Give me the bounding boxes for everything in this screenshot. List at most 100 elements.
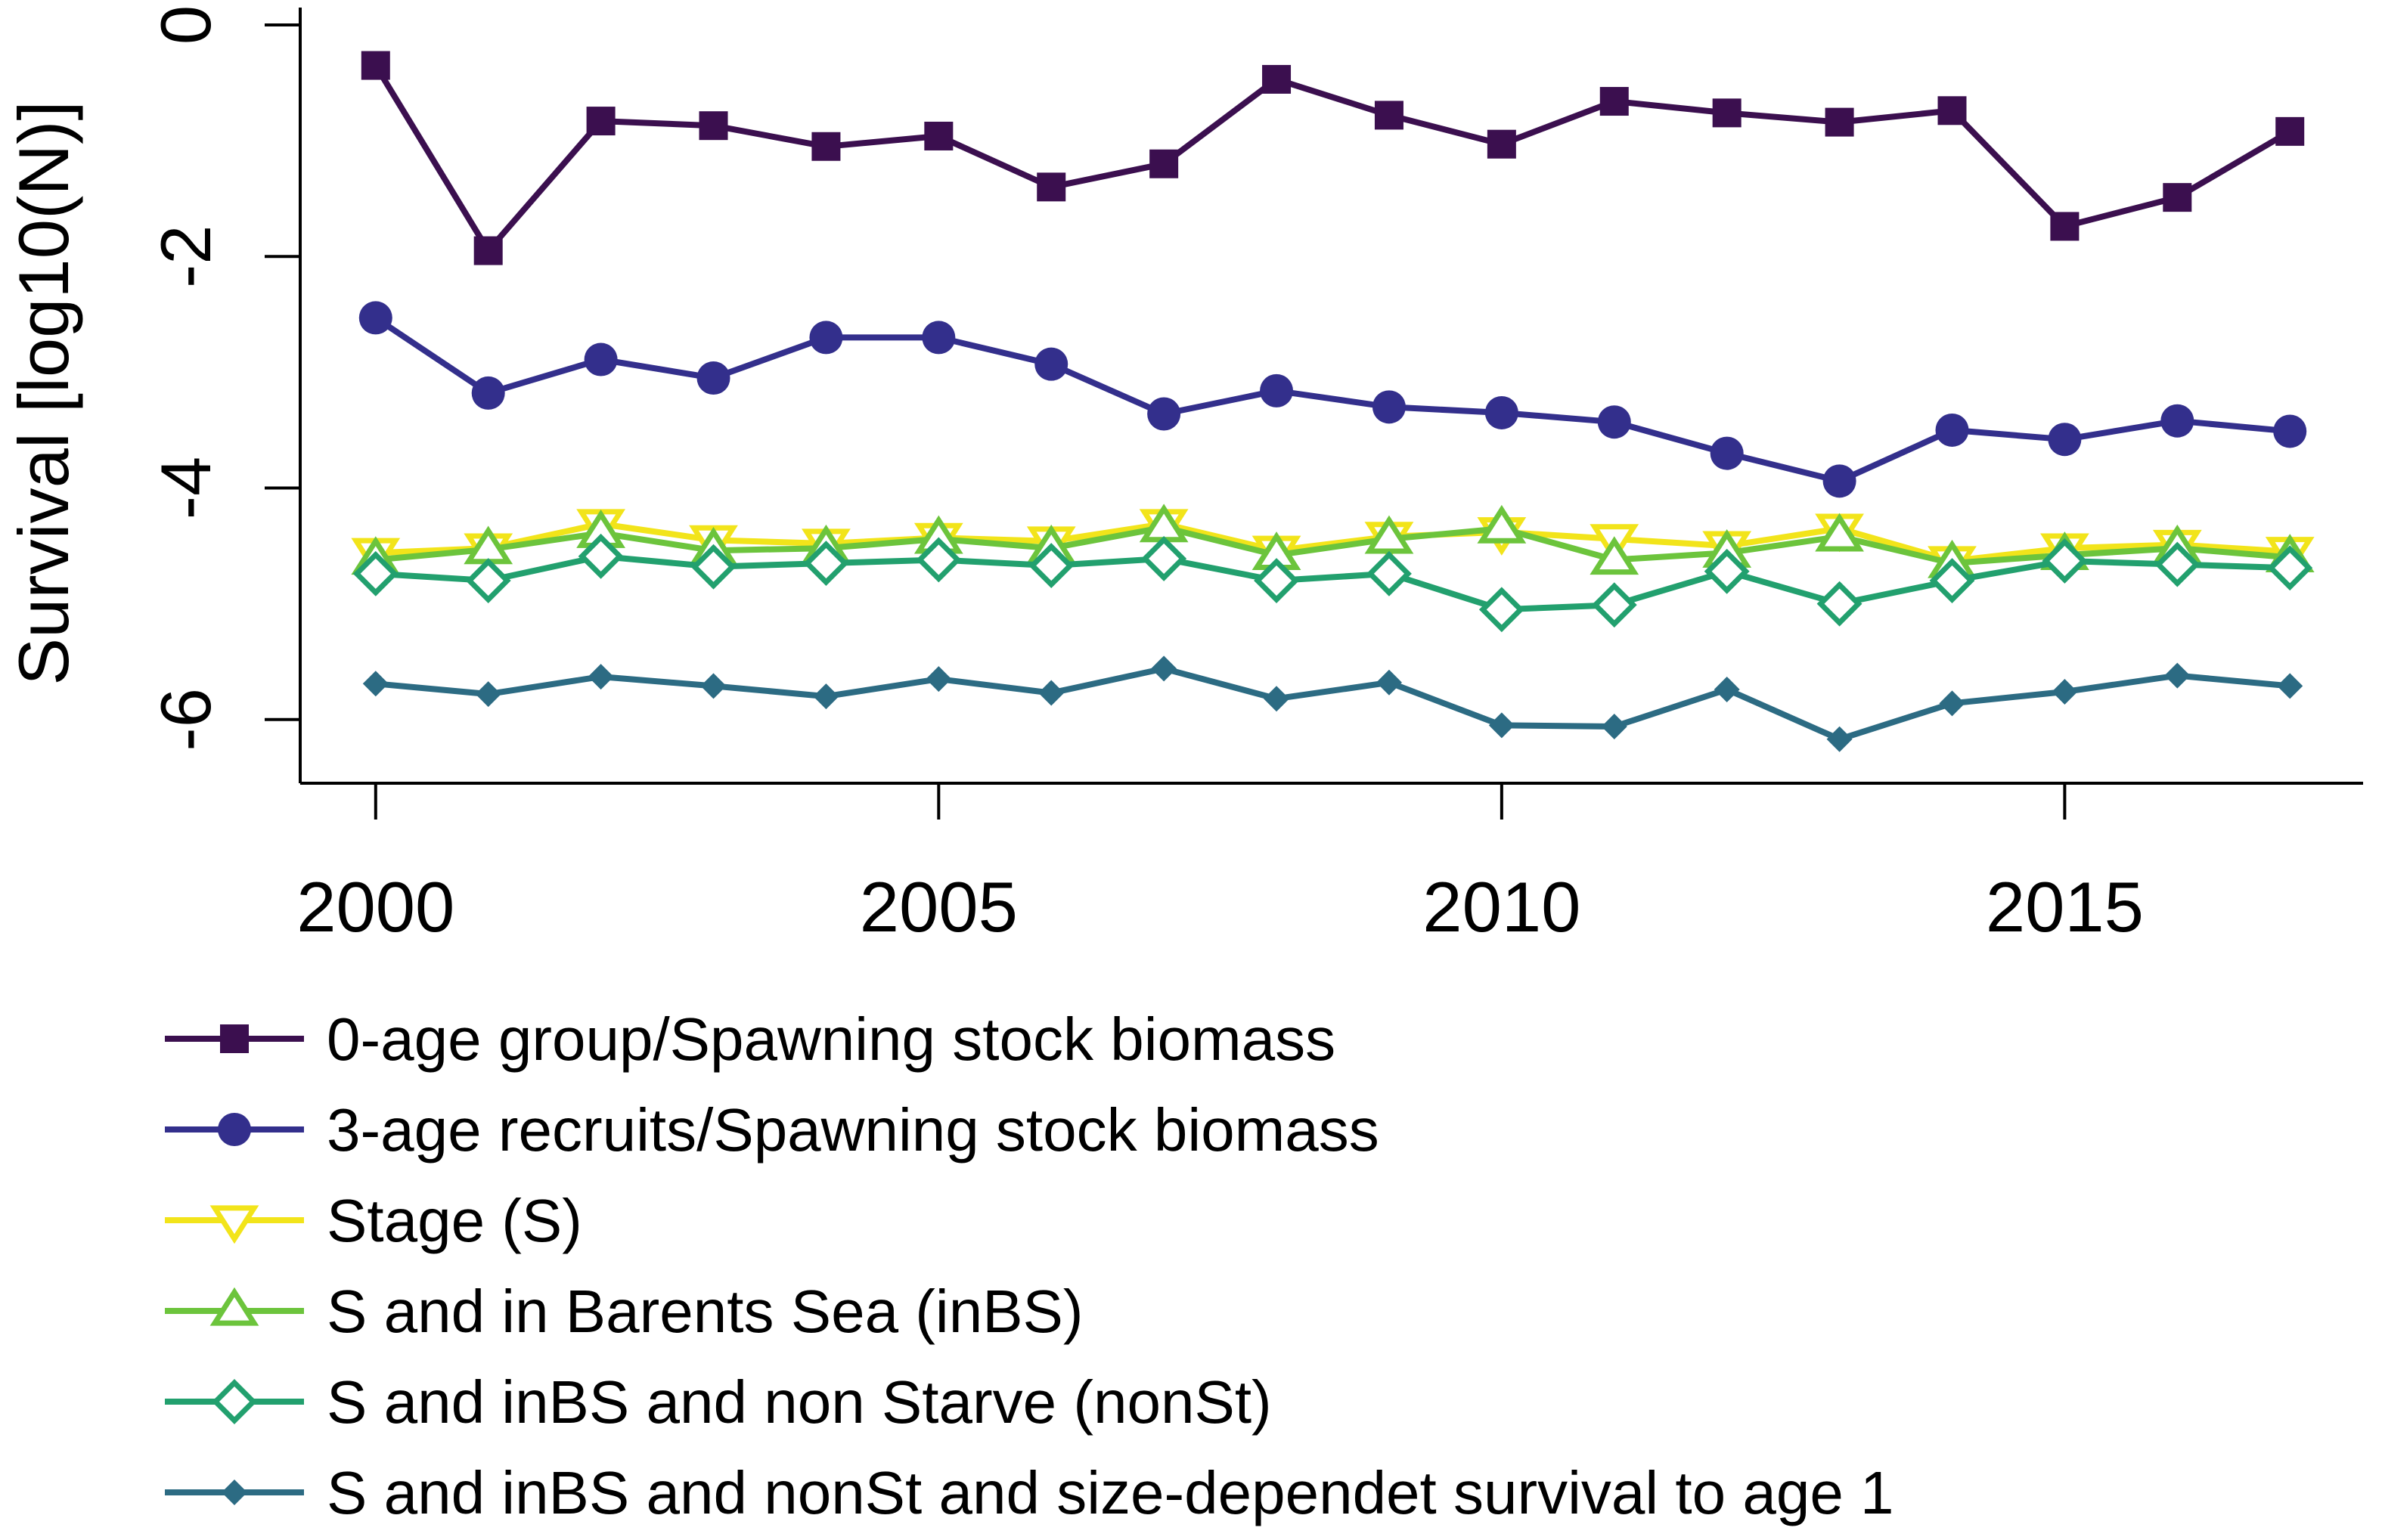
data-point bbox=[699, 111, 728, 141]
data-point bbox=[1478, 587, 1524, 633]
y-tick-label: -6 bbox=[146, 688, 225, 751]
data-point bbox=[1151, 655, 1177, 682]
data-point bbox=[1366, 550, 1412, 596]
series-1 bbox=[361, 51, 2305, 265]
legend-label: Stage (S) bbox=[327, 1187, 582, 1254]
data-point bbox=[1929, 558, 1975, 603]
data-point bbox=[1712, 98, 1742, 128]
data-point bbox=[578, 533, 624, 579]
data-point bbox=[1141, 535, 1187, 581]
legend-entry: 3-age recruits/Spawning stock biomass bbox=[165, 1096, 1379, 1164]
y-tick-label: -2 bbox=[146, 225, 225, 288]
x-ticks: 2000 2005 2010 2015 bbox=[296, 783, 2144, 947]
data-point bbox=[465, 558, 511, 603]
legend-entry: S and in Barents Sea (inBS) bbox=[165, 1278, 1084, 1345]
legend-entry: 0-age group/Spawning stock biomass bbox=[165, 1005, 1335, 1073]
series-line bbox=[372, 521, 2294, 564]
data-point bbox=[1038, 680, 1065, 706]
data-point bbox=[696, 361, 730, 395]
series-line bbox=[372, 315, 2294, 485]
data-point bbox=[362, 671, 389, 697]
data-point bbox=[588, 664, 614, 690]
data-point bbox=[1937, 96, 1967, 125]
data-point bbox=[1599, 87, 1629, 116]
data-point bbox=[1597, 405, 1631, 439]
data-point bbox=[700, 673, 727, 699]
legend-entry: Stage (S) bbox=[165, 1187, 582, 1254]
data-point bbox=[2050, 212, 2080, 241]
diamond-open-marker bbox=[212, 1379, 257, 1424]
y-tick-label: -4 bbox=[146, 457, 225, 520]
data-point bbox=[926, 666, 952, 693]
data-point bbox=[1147, 397, 1181, 431]
square-marker bbox=[220, 1024, 249, 1053]
data-point bbox=[2163, 183, 2192, 212]
data-point bbox=[584, 342, 618, 376]
data-point bbox=[2164, 662, 2191, 689]
data-point bbox=[1487, 129, 1516, 159]
data-point bbox=[473, 236, 503, 265]
data-point bbox=[1262, 64, 1292, 94]
data-point bbox=[2160, 404, 2194, 438]
legend-label: 0-age group/Spawning stock biomass bbox=[327, 1005, 1335, 1073]
data-point bbox=[1935, 413, 1969, 447]
data-point bbox=[916, 537, 962, 583]
series-2 bbox=[358, 301, 2307, 498]
data-point bbox=[358, 301, 392, 335]
legend-label: 3-age recruits/Spawning stock biomass bbox=[327, 1096, 1379, 1164]
data-point bbox=[1488, 712, 1515, 739]
data-point bbox=[809, 321, 843, 355]
data-point bbox=[1825, 107, 1854, 137]
data-point bbox=[475, 681, 501, 708]
x-tick-label: 2010 bbox=[1422, 867, 1580, 947]
data-point bbox=[1376, 669, 1402, 696]
y-axis-title: Survival [log10(N)] bbox=[4, 101, 83, 685]
data-point bbox=[811, 132, 841, 161]
data-point bbox=[2267, 545, 2313, 591]
data-point bbox=[1372, 390, 1406, 424]
series-6 bbox=[362, 655, 2303, 752]
data-point bbox=[690, 544, 737, 590]
data-point bbox=[922, 321, 956, 355]
axes bbox=[299, 8, 2363, 785]
series-line bbox=[372, 665, 2294, 742]
data-point bbox=[1710, 436, 1744, 470]
x-tick-label: 2015 bbox=[1986, 867, 2144, 947]
legend-entry: S and inBS and non Starve (nonSt) bbox=[165, 1368, 1272, 1436]
series-line bbox=[372, 553, 2294, 613]
diamond-marker bbox=[222, 1480, 247, 1505]
legend: 0-age group/Spawning stock biomass 3-age … bbox=[165, 1005, 1894, 1526]
data-point bbox=[1591, 582, 1637, 628]
data-point bbox=[1264, 686, 1290, 712]
data-point bbox=[1149, 149, 1179, 178]
data-point bbox=[1822, 464, 1856, 498]
data-point bbox=[1037, 172, 1066, 202]
data-point bbox=[2277, 673, 2303, 699]
data-point bbox=[1374, 101, 1403, 130]
data-point bbox=[2275, 116, 2305, 146]
triangle-down-marker bbox=[209, 1205, 259, 1244]
legend-label: S and inBS and nonSt and size-dependet s… bbox=[327, 1459, 1894, 1526]
series-5 bbox=[352, 533, 2313, 633]
data-point bbox=[2042, 538, 2088, 584]
data-point bbox=[1601, 713, 1627, 739]
legend-entry: S and inBS and nonSt and size-dependet s… bbox=[165, 1459, 1894, 1526]
data-point bbox=[1477, 504, 1527, 544]
data-point bbox=[813, 683, 839, 710]
data-point bbox=[1704, 548, 1750, 594]
series-line bbox=[372, 62, 2294, 254]
x-tick-label: 2005 bbox=[860, 867, 1018, 947]
data-point bbox=[1816, 581, 1862, 627]
data-point bbox=[1714, 676, 1740, 702]
x-tick-label: 2000 bbox=[296, 867, 454, 947]
data-point bbox=[2052, 679, 2078, 705]
data-point bbox=[361, 51, 390, 80]
y-ticks: 0 -2 -4 -6 bbox=[146, 5, 300, 751]
data-point bbox=[1028, 543, 1075, 589]
legend-label: S and inBS and non Starve (nonSt) bbox=[327, 1368, 1272, 1436]
y-tick-label: 0 bbox=[146, 5, 225, 45]
data-point bbox=[1254, 558, 1299, 603]
data-point bbox=[1484, 395, 1518, 429]
triangle-up-marker bbox=[209, 1287, 259, 1326]
